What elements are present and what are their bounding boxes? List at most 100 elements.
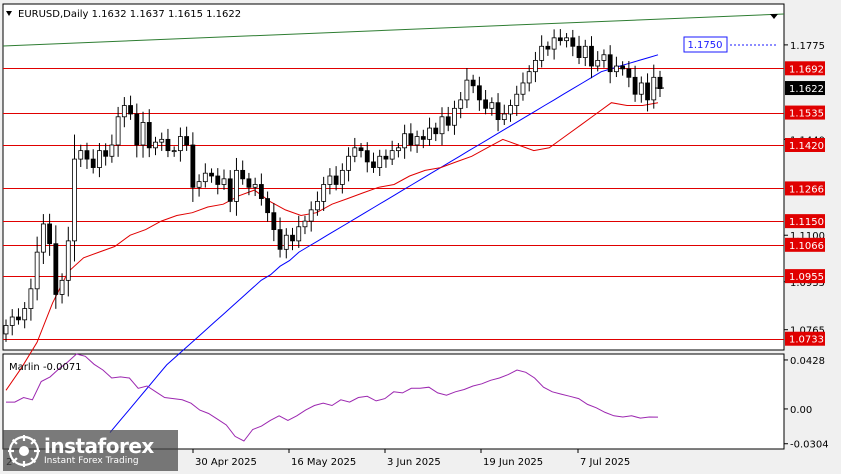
level-label-6: 1.0955 xyxy=(789,272,824,283)
candle-body-91 xyxy=(570,37,576,47)
candle-body-77 xyxy=(483,99,489,109)
candle-body-64 xyxy=(402,133,408,149)
level-label-1: 1.1535 xyxy=(789,109,824,120)
collapse-triangle-icon[interactable] xyxy=(6,11,12,16)
candle-body-54 xyxy=(339,169,345,185)
candle-body-71 xyxy=(445,116,451,126)
candle-body-0 xyxy=(3,325,9,335)
level-label-4: 1.1150 xyxy=(789,217,824,228)
candle-body-86 xyxy=(539,45,545,61)
candle-body-8 xyxy=(53,243,59,295)
level-label-box-1 xyxy=(785,105,825,120)
candle-body-46 xyxy=(290,234,295,242)
level-label-5: 1.1066 xyxy=(789,241,824,252)
candle-body-87 xyxy=(545,45,551,50)
candle-body-25 xyxy=(159,138,165,143)
candle-body-9 xyxy=(59,279,65,295)
candle-body-43 xyxy=(271,212,277,230)
level-label-box-6 xyxy=(785,269,825,284)
candle-body-52 xyxy=(327,175,333,185)
candle-body-32 xyxy=(202,172,208,183)
candle-body-19 xyxy=(121,105,127,118)
candle-body-66 xyxy=(414,136,420,146)
candle-body-6 xyxy=(40,223,46,253)
logo-icon xyxy=(8,434,40,467)
level-label-box-3 xyxy=(785,181,825,196)
candle-body-7 xyxy=(47,223,52,245)
candle-body-61 xyxy=(383,155,389,160)
candle-body-53 xyxy=(333,175,339,185)
candle-body-59 xyxy=(371,161,376,168)
level-label-box-2 xyxy=(785,137,825,152)
candle-body-47 xyxy=(296,226,302,242)
indicator-tick-label-1: 0.00 xyxy=(790,405,812,416)
date-tick-label-3: 19 Jun 2025 xyxy=(483,457,543,468)
candle-body-37 xyxy=(234,169,239,202)
candle-body-13 xyxy=(84,150,90,160)
trend-line[interactable] xyxy=(2,13,785,47)
candle-body-98 xyxy=(614,65,619,73)
panel-menu-triangle-icon[interactable] xyxy=(770,14,778,19)
candle-body-28 xyxy=(177,136,183,152)
date-tick-label-0: 30 Apr 2025 xyxy=(195,457,257,468)
candle-body-85 xyxy=(533,59,538,73)
date-tick-label-1: 16 May 2025 xyxy=(291,457,356,468)
level-label-0: 1.1692 xyxy=(789,64,824,75)
date-tick-label-2: 3 Jun 2025 xyxy=(387,457,441,468)
candle-body-33 xyxy=(209,172,214,177)
candle-body-11 xyxy=(72,158,77,242)
candle-body-81 xyxy=(508,105,513,115)
price-tick-label-3: 1.0935 xyxy=(790,278,825,289)
candle-body-74 xyxy=(464,79,470,101)
candle-body-65 xyxy=(408,133,414,146)
candle-body-50 xyxy=(315,200,320,211)
candle-body-55 xyxy=(346,155,351,171)
level-label-box-7 xyxy=(785,331,825,346)
level-label-2: 1.1420 xyxy=(789,141,824,152)
candle-body-3 xyxy=(22,308,28,321)
candle-body-102 xyxy=(638,82,644,95)
level-label-box-4 xyxy=(785,214,825,229)
candle-body-72 xyxy=(452,107,457,126)
candle-body-20 xyxy=(128,105,133,115)
current-price-box xyxy=(785,81,825,96)
candle-body-31 xyxy=(196,181,202,188)
candle-body-80 xyxy=(501,113,507,121)
candle-body-70 xyxy=(439,116,445,135)
candle-body-1 xyxy=(9,316,15,326)
date-tick-label-4: 7 Jul 2025 xyxy=(580,457,630,468)
candle-body-16 xyxy=(103,150,109,157)
indicator-label: Marlin -0.0071 xyxy=(9,362,82,373)
candle-body-82 xyxy=(514,93,520,106)
candle-body-23 xyxy=(146,122,152,149)
level-label-box-5 xyxy=(785,237,825,252)
candle-body-73 xyxy=(458,99,464,109)
candle-body-63 xyxy=(395,147,401,152)
candle-body-10 xyxy=(65,240,71,281)
moving-average-red xyxy=(5,102,659,391)
indicator-tick-label-2: -0.0304 xyxy=(790,440,829,451)
candle-body-104 xyxy=(651,76,657,101)
candle-body-38 xyxy=(240,169,246,180)
level-label-7: 1.0733 xyxy=(789,335,824,346)
candle-body-79 xyxy=(495,102,501,121)
candle-body-105 xyxy=(657,76,663,89)
candle-body-101 xyxy=(632,76,638,95)
instaforex-logo: instaforex Instant Forex Trading xyxy=(3,430,178,471)
candle-body-76 xyxy=(476,85,482,101)
candle-body-17 xyxy=(109,144,115,157)
marlin-line xyxy=(6,353,659,442)
candle-body-14 xyxy=(90,158,96,168)
candle-body-49 xyxy=(308,209,314,222)
candle-body-84 xyxy=(526,71,532,84)
candle-body-40 xyxy=(252,184,258,188)
symbol-info: EURUSD,Daily 1.1632 1.1637 1.1615 1.1622 xyxy=(18,9,241,20)
candle-body-4 xyxy=(28,288,34,309)
candle-body-2 xyxy=(16,316,21,321)
candle-body-22 xyxy=(140,122,146,146)
candle-body-88 xyxy=(551,37,557,50)
candle-body-57 xyxy=(358,147,364,152)
level-label-box-0 xyxy=(785,61,825,76)
candle-body-45 xyxy=(283,234,289,250)
